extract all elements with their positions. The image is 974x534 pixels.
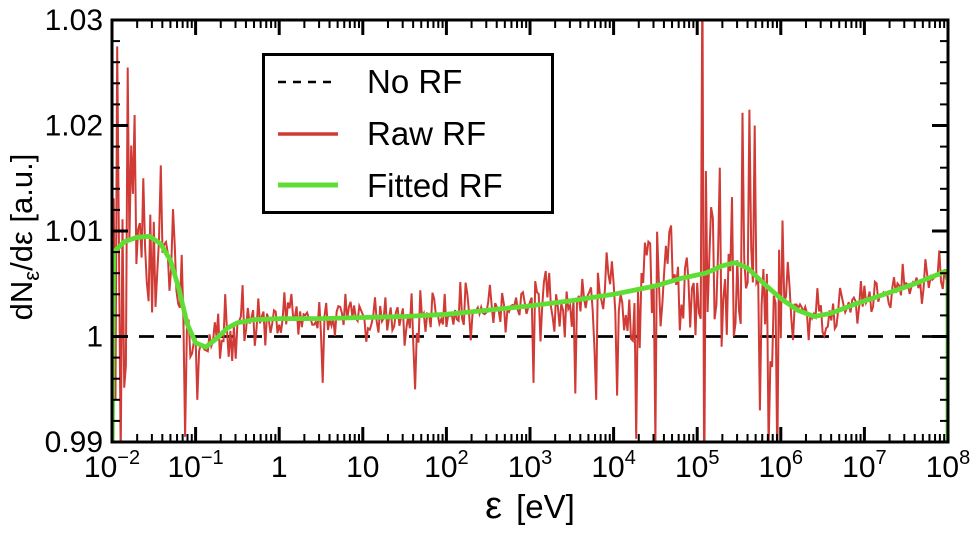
y-axis-title-unit: [a.u.]: [4, 153, 39, 232]
y-axis-title-rest: /dε: [4, 231, 39, 271]
y-axis-title: dNε/dε [a.u.]: [2, 87, 44, 387]
legend-label-raw-rf: Raw RF: [367, 115, 487, 152]
legend: No RF Raw RF Fitted RF: [262, 53, 554, 214]
x-tick-label: 104: [591, 447, 636, 484]
x-axis-symbol: ε: [485, 485, 503, 527]
y-axis-title-sub: ε: [19, 270, 44, 281]
y-axis-title-prefix: dN: [4, 280, 39, 321]
fitted-rf-series: [112, 233, 948, 442]
fitted-rf-line-sample-icon: [278, 182, 338, 188]
x-axis-title: ε [eV]: [400, 487, 660, 525]
x-tick-label: 1: [271, 451, 288, 484]
y-tick-label: 1.03: [45, 4, 103, 37]
x-tick-label: 103: [508, 447, 553, 484]
raw-rf-line-sample-icon: [278, 131, 338, 136]
legend-label-no-rf: No RF: [367, 63, 463, 101]
no-rf-line-sample-icon: [278, 80, 338, 84]
plot-area: [112, 20, 948, 442]
x-tick-label: 10: [346, 451, 379, 484]
x-tick-label: 106: [759, 447, 804, 484]
legend-item-raw-rf: Raw RF: [265, 108, 551, 160]
legend-item-no-rf: No RF: [265, 56, 551, 108]
x-tick-label: 108: [926, 447, 971, 484]
tick-labels: 0.99 1 1.01 1.02 1.03 10−2 10−1 1 10 102 103 104 105…: [45, 4, 971, 484]
x-tick-label: 105: [675, 447, 720, 484]
x-tick-label: 10−1: [168, 447, 224, 484]
y-tick-label: 0.99: [45, 426, 103, 459]
x-tick-label: 102: [424, 447, 469, 484]
y-tick-label: 1.02: [45, 110, 103, 143]
x-tick-label: 10−2: [84, 447, 140, 484]
x-axis-unit: [eV]: [516, 488, 575, 525]
x-tick-label: 107: [842, 447, 887, 484]
legend-label-fitted-rf: Fitted RF: [367, 166, 503, 204]
legend-item-fitted-rf: Fitted RF: [265, 159, 551, 211]
axes-frame: [110, 18, 950, 444]
y-tick-label: 1: [86, 321, 103, 354]
y-tick-label: 1.01: [45, 215, 103, 248]
